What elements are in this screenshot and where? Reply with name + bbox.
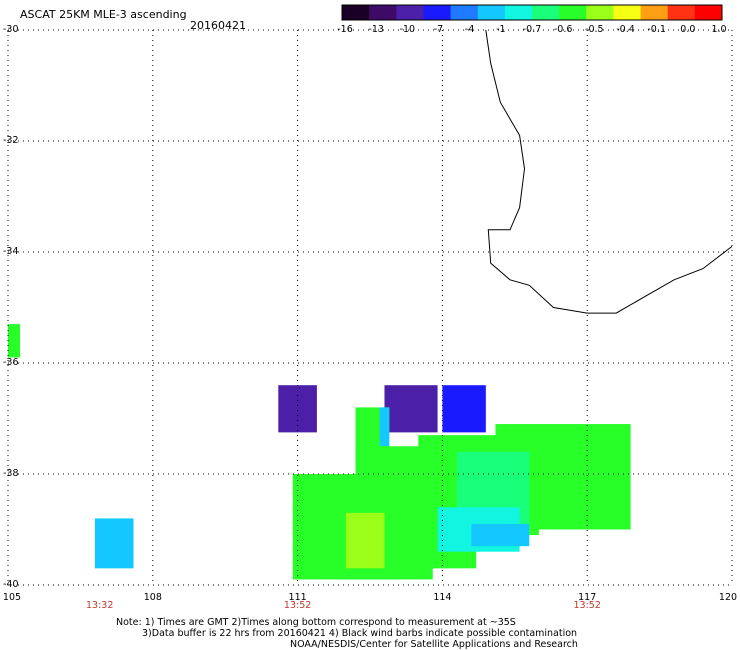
lon-label: 117	[578, 592, 597, 603]
note-line-1: Note: 1) Times are GMT 2)Times along bot…	[116, 617, 516, 628]
colorbar-swatch-8	[559, 5, 587, 20]
data-cell-3	[384, 385, 438, 433]
note-line-2: 3)Data buffer is 22 hrs from 20160421 4)…	[142, 628, 578, 639]
time-label: 13:32	[86, 600, 114, 611]
map-title: ASCAT 25KM MLE-3 ascending	[20, 8, 187, 21]
lat-label: -36	[3, 357, 19, 368]
colorbar-label: -16	[337, 24, 353, 35]
colorbar-swatch-7	[532, 5, 560, 20]
colorbar-border	[341, 4, 723, 21]
colorbar-label: -0.6	[553, 24, 573, 35]
lon-label: 108	[143, 592, 162, 603]
colorbar-swatch-6	[504, 5, 533, 20]
map-grid	[7, 29, 733, 586]
time-label: 13:52	[573, 600, 601, 611]
note-line-3: NOAA/NESDIS/Center for Satellite Applica…	[290, 639, 578, 650]
data-cell-0	[8, 324, 21, 358]
colorbar-label: -10	[399, 24, 416, 35]
colorbar-swatch-13	[694, 5, 723, 20]
colorbar-label: -0.4	[616, 24, 635, 35]
lat-label: -40	[3, 579, 19, 590]
colorbar-label: -0.1	[647, 24, 666, 35]
colorbar-label: -0.5	[585, 24, 604, 35]
data-cell-15	[345, 512, 385, 569]
lon-label: 111	[288, 592, 307, 603]
coastline	[485, 29, 733, 314]
colorbar-swatch-3	[423, 5, 452, 20]
lat-label: -34	[3, 246, 19, 257]
colorbar-swatch-12	[667, 5, 696, 20]
map-date: 20160421	[190, 19, 246, 32]
colorbar-label: 1.0	[711, 24, 727, 35]
lon-label: 105	[2, 592, 22, 603]
colorbar-swatch-11	[640, 5, 669, 20]
colorbar-label: -7	[433, 24, 444, 35]
lat-label: -38	[3, 468, 19, 479]
colorbar-swatch-2	[396, 5, 424, 20]
lat-label: -32	[3, 135, 19, 146]
data-cell-6	[379, 407, 390, 447]
data-cells	[8, 324, 631, 580]
data-cell-1	[94, 518, 134, 569]
colorbar-swatch-10	[613, 5, 642, 20]
colorbar-label: -0.7	[522, 24, 542, 35]
data-cell-2	[278, 385, 317, 433]
lon-label: 114	[433, 592, 452, 603]
colorbar-swatch-4	[450, 5, 479, 20]
data-cell-4	[442, 385, 486, 433]
data-cell-13	[471, 523, 530, 547]
colorbar-label: 0.0	[680, 24, 696, 35]
colorbar-swatch-0	[342, 5, 370, 20]
time-label: 13:52	[283, 600, 312, 611]
colorbar-swatch-1	[369, 5, 397, 20]
lon-label: 120	[718, 592, 738, 603]
colorbar-label: -4	[464, 24, 475, 35]
lat-label: -30	[3, 24, 19, 35]
colorbar-label: -1	[496, 24, 506, 35]
colorbar-label: -13	[368, 24, 384, 35]
colorbar-swatch-5	[477, 5, 506, 20]
colorbar-swatch-9	[586, 5, 614, 20]
colorbar	[341, 4, 723, 21]
